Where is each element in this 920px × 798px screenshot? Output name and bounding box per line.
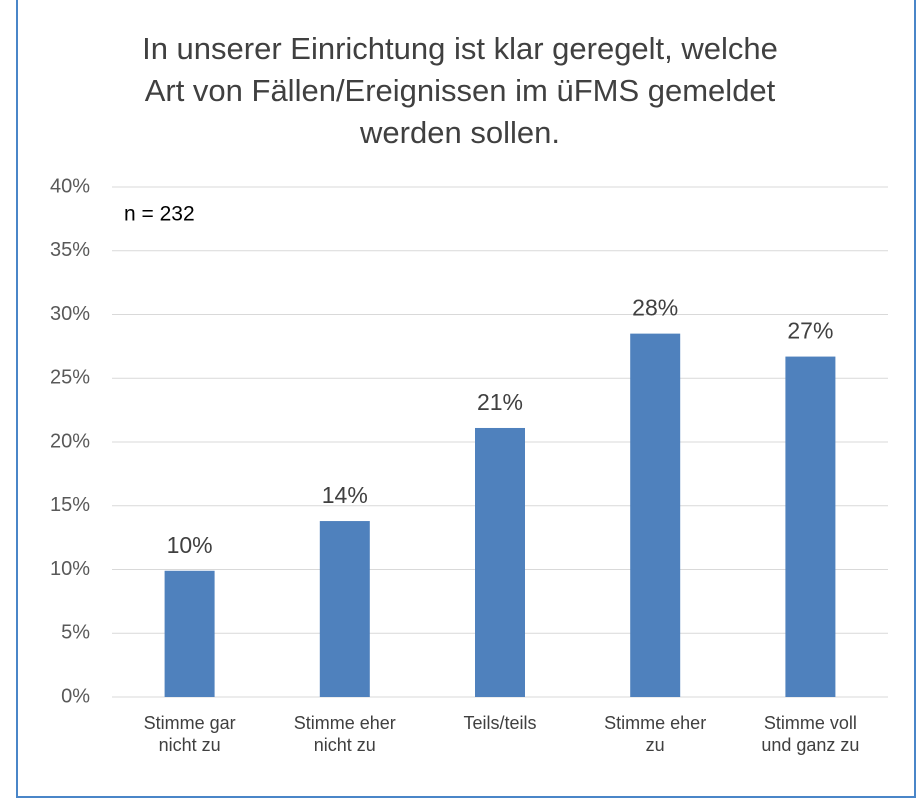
annotation: n = 232	[124, 203, 195, 226]
chart-title: In unserer Einrichtung ist klar geregelt…	[142, 31, 778, 150]
y-tick-label: 25%	[50, 367, 90, 389]
data-label: 28%	[632, 295, 678, 321]
data-label: 10%	[167, 532, 213, 558]
chart: 0% 5% 10% 15% 20% 25% 30% 35% 40% n = 232 10% 14% 21…	[50, 175, 888, 707]
y-tick-label: 15%	[50, 494, 90, 516]
y-tick-label: 5%	[61, 622, 90, 644]
y-tick-label: 10%	[50, 558, 90, 580]
x-tick-label: Teils/teils	[463, 713, 537, 733]
x-tick-label: Stimme voll und ganz zu	[761, 713, 860, 755]
y-tick-label: 35%	[50, 239, 90, 261]
bar	[319, 521, 370, 697]
y-tick-label: 40%	[50, 175, 90, 197]
x-tick-label: Stimme eher zu	[604, 713, 707, 755]
bar	[164, 570, 215, 697]
x-tick-label: Stimme gar nicht zu	[143, 713, 236, 755]
bar	[475, 427, 525, 697]
data-label: 14%	[322, 482, 368, 508]
bar	[630, 333, 681, 697]
x-tick-label: Stimme eher nicht zu	[293, 713, 396, 755]
page: 0% 5% 10% 15% 20% 25% 30% 35% 40% n = 232 10% 14% 21…	[16, 0, 916, 798]
y-tick-label: 30%	[50, 303, 90, 325]
bar	[785, 356, 836, 697]
y-tick-label: 0%	[61, 685, 90, 707]
y-tick-label: 20%	[50, 430, 90, 452]
data-label: 27%	[787, 318, 833, 344]
data-label: 21%	[477, 389, 523, 415]
